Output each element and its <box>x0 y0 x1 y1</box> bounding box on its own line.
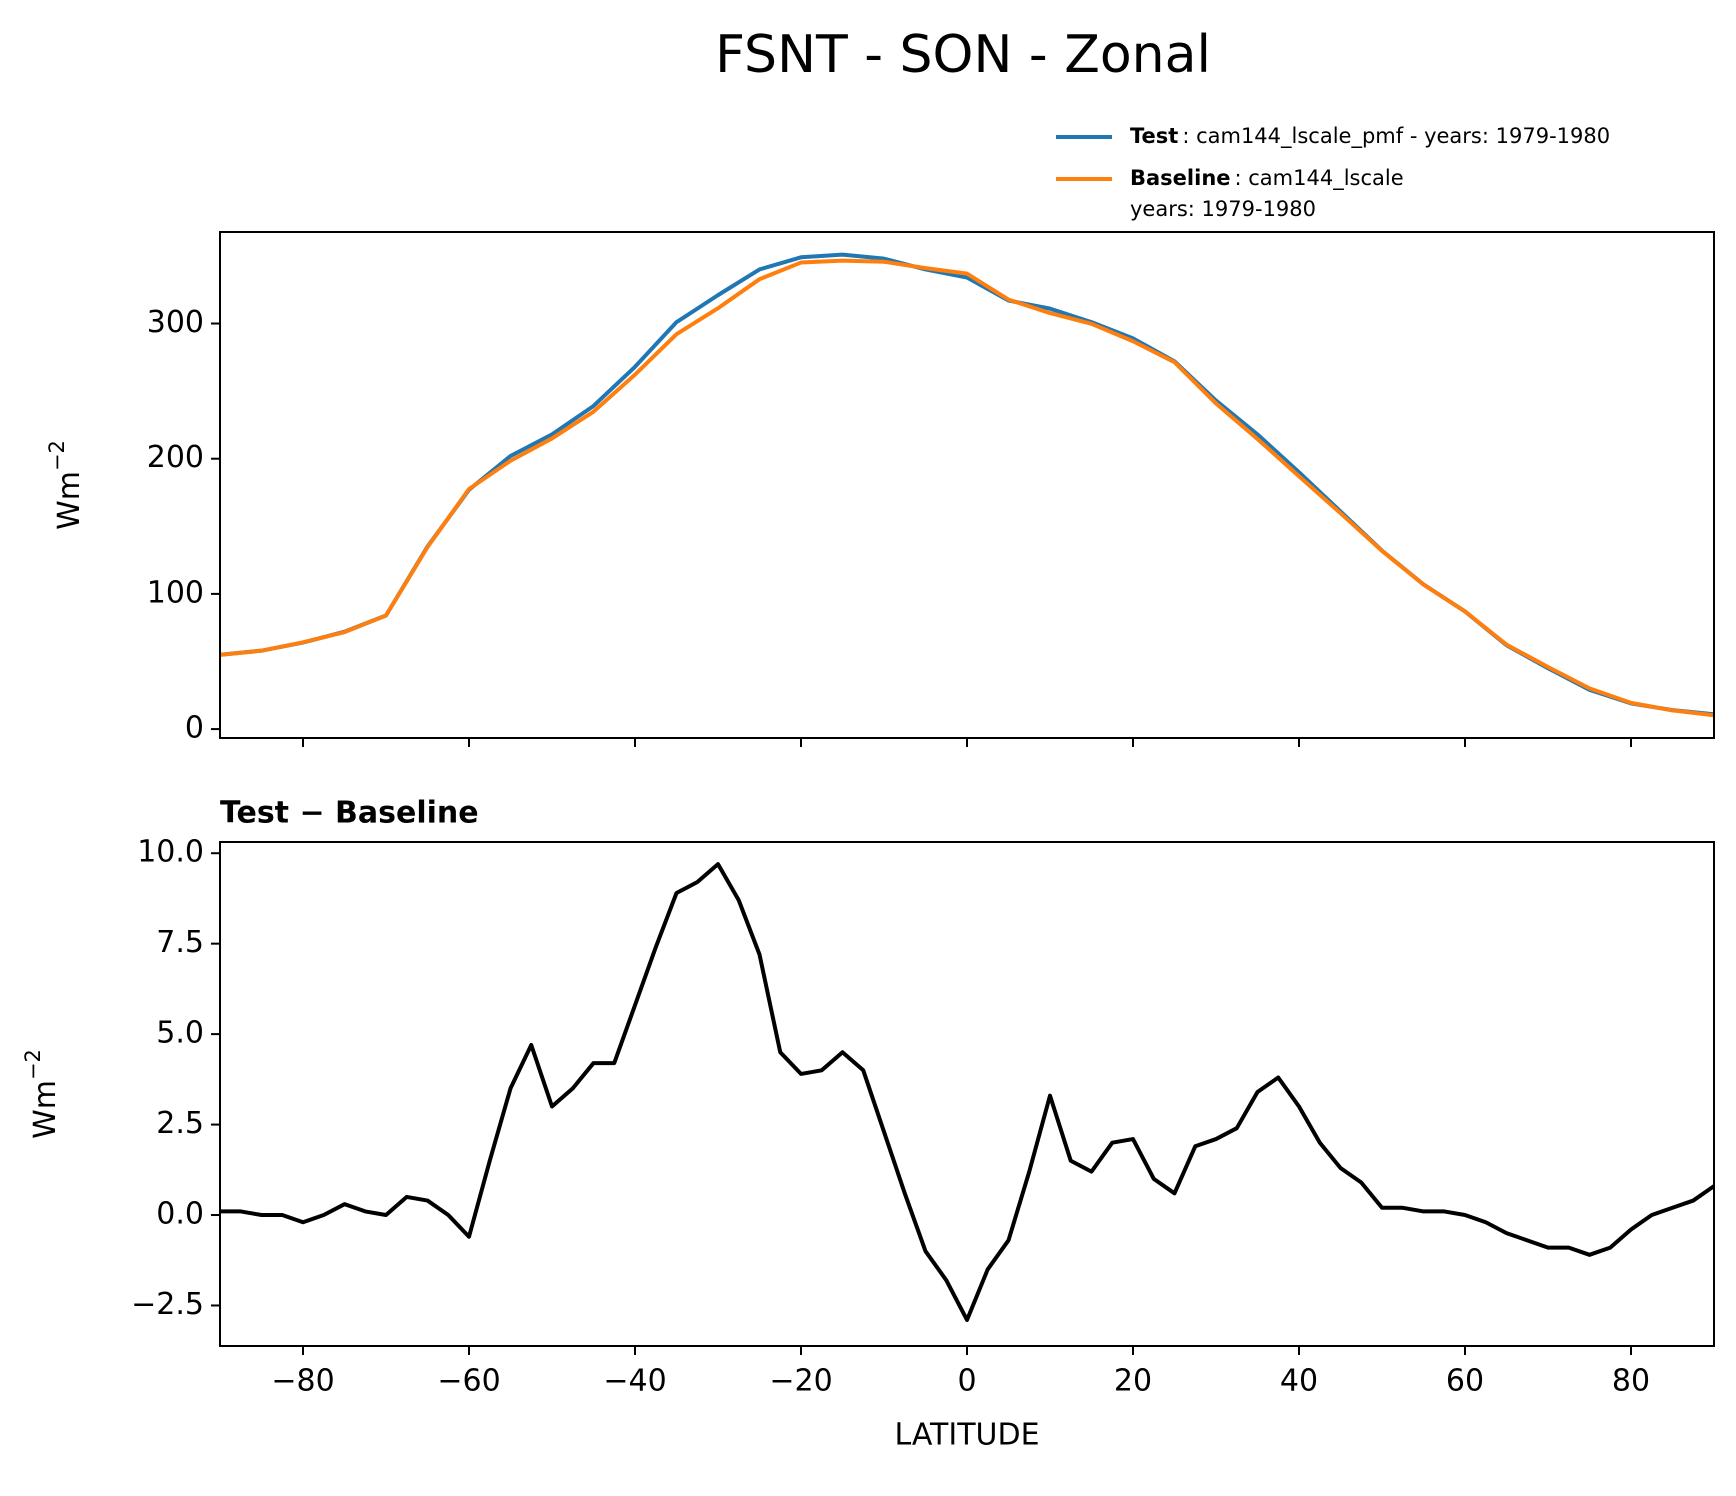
y-tick-label: 100 <box>147 575 204 610</box>
y-tick-label: 2.5 <box>156 1106 204 1141</box>
x-tick-label: −60 <box>437 1364 500 1399</box>
x-tick-label: 0 <box>957 1364 976 1399</box>
x-tick-label: 40 <box>1280 1364 1318 1399</box>
legend-name: Baseline <box>1130 166 1231 190</box>
y-tick-label: 200 <box>147 440 204 475</box>
legend-description: : cam144_lscale_pmf - years: 1979-1980 <box>1182 124 1610 149</box>
y-tick-label: 0.0 <box>156 1197 204 1232</box>
y-tick-label: 0 <box>185 711 204 746</box>
x-tick-label: 20 <box>1114 1364 1152 1399</box>
y-axis-label-sup: −2 <box>45 440 69 471</box>
legend-description: : cam144_lscale <box>1235 166 1404 191</box>
data-line <box>220 258 1714 718</box>
data-line <box>220 862 1714 1322</box>
legend-name: Test <box>1130 124 1178 148</box>
y-axis-label: Wm−2 <box>45 440 87 530</box>
legend-label: Test: cam144_lscale_pmf - years: 1979-19… <box>1130 124 1610 149</box>
x-tick-label: −20 <box>769 1364 832 1399</box>
legend-description: years: 1979-1980 <box>1130 197 1316 221</box>
y-axis-label: Wm−2 <box>21 1049 63 1139</box>
y-tick-label: −2.5 <box>131 1287 204 1322</box>
y-axis-label-base: Wm <box>28 1080 63 1139</box>
x-tick-label: −40 <box>603 1364 666 1399</box>
y-axis-label-text: Wm−2 <box>45 440 87 530</box>
y-tick-label: 10.0 <box>137 835 204 870</box>
y-axis-label-sup: −2 <box>21 1049 45 1080</box>
y-axis-label-text: Wm−2 <box>21 1049 63 1139</box>
x-axis-label: LATITUDE <box>894 1418 1039 1453</box>
legend-label: Baseline: cam144_lscale <box>1130 166 1404 191</box>
x-tick-label: 60 <box>1446 1364 1484 1399</box>
subplot-title: Test − Baseline <box>220 796 479 831</box>
y-tick-label: 300 <box>147 305 204 340</box>
y-tick-label: 7.5 <box>156 925 204 960</box>
figure-title: FSNT - SON - Zonal <box>715 25 1211 85</box>
y-tick-label: 5.0 <box>156 1016 204 1051</box>
x-tick-label: −80 <box>271 1364 334 1399</box>
x-tick-label: 80 <box>1612 1364 1650 1399</box>
y-axis-label-base: Wm <box>52 471 87 530</box>
